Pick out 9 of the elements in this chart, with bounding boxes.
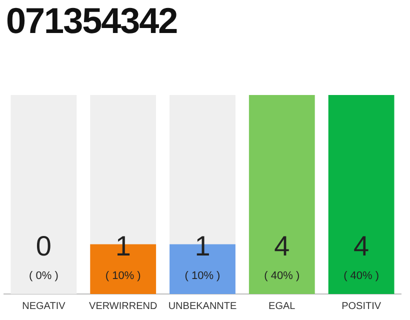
x-tick-label: EGAL [268, 300, 296, 312]
chart-title: 071354342 [6, 0, 178, 42]
x-tick-label: UNBEKANNTE [168, 300, 237, 312]
data-label: 0 ( 0% ) [29, 230, 58, 282]
x-tick-label: POSITIV [342, 300, 382, 312]
x-tick-label: VERWIRREND [89, 300, 158, 312]
data-label: 4 ( 40% ) [344, 230, 380, 282]
data-label: 4 ( 40% ) [264, 230, 300, 282]
x-tick-label: NEGATIV [22, 300, 66, 312]
